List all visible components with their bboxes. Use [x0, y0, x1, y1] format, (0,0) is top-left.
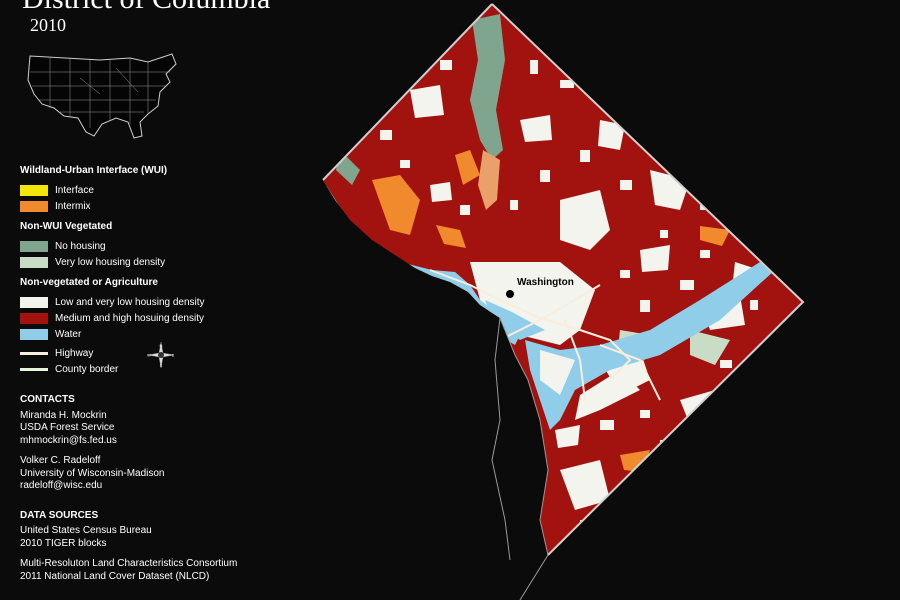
legend-heading-wui: Wildland-Urban Interface (WUI) [20, 165, 168, 176]
legend-item-intermix: Intermix [20, 198, 320, 214]
no-housing-swatch [20, 240, 48, 252]
washington-marker [506, 290, 514, 298]
legend-item-interface: Interface [20, 182, 320, 198]
city-label-washington: Washington [517, 277, 574, 288]
legend-label: Interface [55, 184, 94, 196]
data-source-line: United States Census Bureau [20, 525, 152, 536]
legend-label: No housing [55, 240, 106, 252]
intermix-swatch [20, 200, 48, 212]
compass-n: N [160, 343, 163, 348]
legend-label: Intermix [55, 200, 91, 212]
legend-label: Medium and high hosuing density [55, 312, 204, 324]
county-border-swatch [20, 364, 48, 375]
legend-label: County border [55, 363, 119, 375]
legend-label: Low and very low housing density [55, 296, 205, 308]
contact-org: University of Wisconsin-Madison [20, 467, 165, 479]
map-year: 2010 [30, 15, 66, 35]
us-locator-map [27, 53, 177, 139]
legend-label: Very low housing density [55, 256, 166, 268]
compass-w: W [147, 353, 151, 358]
data-source-line: Multi-Resoluton Land Characteristics Con… [20, 558, 238, 569]
compass-e: E [172, 353, 175, 358]
legend-label: Water [55, 328, 82, 340]
highway-swatch [20, 348, 48, 359]
legend-label: Highway [55, 347, 94, 359]
low-density-swatch [20, 296, 48, 308]
contact-name: Miranda H. Mockrin [20, 409, 107, 421]
interface-swatch [20, 184, 48, 196]
legend: Wildland-Urban Interface (WUI) Interface… [20, 165, 320, 377]
data-source-line: 2011 National Land Cover Dataset (NLCD) [20, 570, 210, 582]
legend-item-very-low: Very low housing density [20, 254, 320, 270]
contacts-section: CONTACTS Miranda H. Mockrin USDA Forest … [20, 394, 300, 583]
medium-high-swatch [20, 312, 48, 324]
contact-email: radeloff@wisc.edu [20, 480, 103, 491]
very-low-swatch [20, 256, 48, 268]
contact-name: Volker C. Radeloff [20, 455, 101, 466]
legend-item-no-housing: No housing [20, 238, 320, 254]
contact-email: mhmockrin@fs.fed.us [20, 434, 117, 446]
legend-item-highway: Highway [20, 345, 320, 361]
legend-item-water: Water [20, 326, 320, 342]
data-sources-heading: DATA SOURCES [20, 509, 99, 521]
legend-item-county-border: County border [20, 361, 320, 377]
contact-org: USDA Forest Service [20, 422, 115, 433]
legend-item-low-density: Low and very low housing density [20, 294, 320, 310]
legend-item-medium-high: Medium and high hosuing density [20, 310, 320, 326]
compass-rose-icon: N S E W [147, 341, 175, 369]
contacts-heading: CONTACTS [20, 394, 75, 405]
data-source-line: 2010 TIGER blocks [20, 537, 107, 549]
map-title: District of Columbia [22, 0, 270, 16]
water-swatch [20, 328, 48, 340]
legend-heading-nonwui: Non-WUI Vegetated [20, 221, 113, 232]
legend-heading-nonveg: Non-vegetated or Agriculture [20, 277, 158, 288]
compass-s: S [160, 363, 163, 368]
